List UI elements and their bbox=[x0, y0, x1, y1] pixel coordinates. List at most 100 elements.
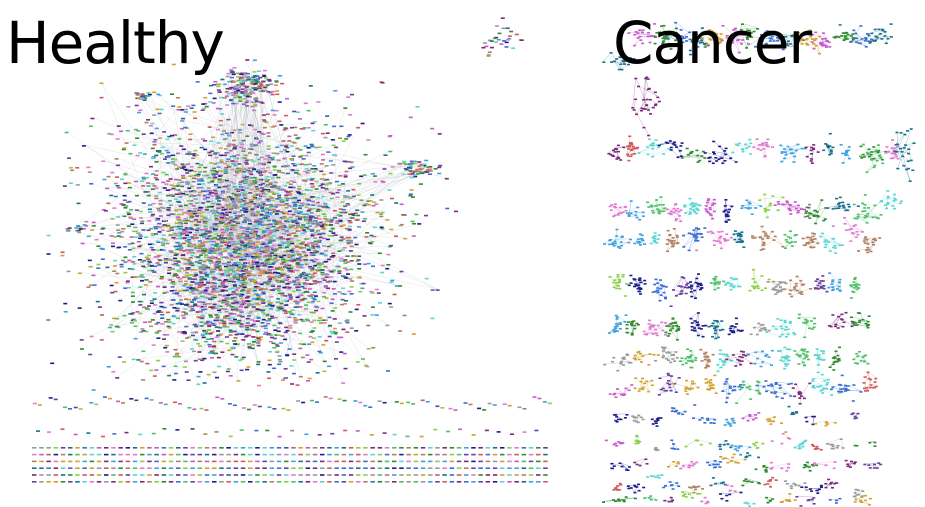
network-node bbox=[368, 406, 373, 408]
network-node bbox=[234, 333, 239, 336]
network-node bbox=[141, 379, 146, 381]
network-node bbox=[330, 432, 335, 435]
network-node bbox=[216, 330, 220, 332]
network-node bbox=[245, 328, 250, 331]
network-node bbox=[304, 226, 309, 229]
network-node bbox=[195, 289, 200, 291]
network-edge bbox=[246, 163, 423, 183]
network-node bbox=[267, 377, 272, 380]
network-edge bbox=[252, 167, 434, 232]
network-node bbox=[342, 352, 347, 355]
network-node bbox=[295, 306, 300, 308]
network-node bbox=[298, 343, 303, 345]
network-node bbox=[323, 217, 328, 220]
network-node bbox=[254, 339, 259, 341]
network-node bbox=[210, 205, 215, 208]
network-node bbox=[248, 300, 253, 302]
network-node bbox=[227, 403, 232, 405]
network-node bbox=[280, 228, 285, 230]
network-node bbox=[270, 284, 275, 286]
network-node bbox=[123, 172, 128, 175]
network-node bbox=[181, 232, 186, 235]
network-node bbox=[147, 260, 152, 263]
network-node bbox=[267, 80, 272, 82]
network-node bbox=[295, 190, 300, 193]
network-node bbox=[134, 194, 139, 197]
network-node bbox=[198, 310, 203, 313]
network-node bbox=[127, 243, 132, 245]
network-node bbox=[189, 169, 194, 172]
network-node bbox=[213, 192, 218, 195]
network-node bbox=[310, 399, 314, 402]
network-edge bbox=[229, 86, 269, 273]
network-node bbox=[272, 210, 277, 213]
network-node bbox=[166, 214, 171, 217]
network-node bbox=[245, 187, 250, 189]
network-node bbox=[122, 361, 127, 363]
network-node bbox=[198, 316, 203, 319]
network-node bbox=[238, 239, 243, 242]
network-node bbox=[299, 202, 304, 205]
network-node bbox=[210, 298, 215, 301]
network-node bbox=[340, 303, 344, 306]
network-node bbox=[195, 231, 199, 234]
network-node bbox=[190, 249, 195, 251]
network-node bbox=[172, 185, 177, 188]
network-node bbox=[123, 271, 128, 274]
network-node bbox=[414, 213, 419, 216]
network-node bbox=[270, 199, 275, 202]
network-node bbox=[157, 222, 162, 225]
network-node bbox=[266, 300, 271, 302]
network-node bbox=[233, 157, 238, 160]
network-node bbox=[285, 192, 290, 195]
network-node bbox=[309, 197, 314, 199]
network-node bbox=[376, 292, 381, 294]
network-node bbox=[321, 159, 325, 161]
network-node bbox=[82, 447, 87, 449]
network-node bbox=[255, 298, 260, 301]
network-node bbox=[316, 246, 321, 249]
network-node bbox=[274, 80, 279, 82]
network-node bbox=[46, 253, 51, 255]
network-node bbox=[312, 447, 318, 449]
network-node bbox=[151, 202, 156, 205]
network-node bbox=[308, 225, 312, 227]
network-node bbox=[312, 249, 317, 252]
network-node bbox=[194, 325, 199, 328]
network-node bbox=[330, 227, 335, 230]
network-node bbox=[177, 218, 182, 221]
network-node bbox=[292, 353, 297, 355]
network-node bbox=[251, 183, 256, 185]
network-node bbox=[296, 254, 301, 256]
network-node bbox=[187, 407, 192, 409]
network-node bbox=[283, 149, 288, 151]
network-node bbox=[294, 283, 299, 285]
network-node bbox=[233, 262, 238, 264]
network-node bbox=[279, 211, 284, 213]
network-node bbox=[208, 259, 213, 262]
network-node bbox=[141, 133, 146, 135]
network-node bbox=[65, 228, 70, 230]
network-node bbox=[279, 307, 284, 310]
network-node bbox=[245, 105, 250, 107]
network-node bbox=[169, 194, 174, 196]
network-node bbox=[287, 253, 292, 256]
network-node bbox=[260, 224, 265, 227]
network-node bbox=[193, 303, 197, 305]
network-node bbox=[409, 170, 414, 173]
network-node bbox=[191, 237, 196, 240]
network-node bbox=[86, 286, 91, 288]
network-node bbox=[133, 236, 138, 238]
network-edge bbox=[236, 79, 284, 189]
network-edge bbox=[135, 97, 239, 277]
network-node bbox=[184, 325, 189, 328]
network-node bbox=[127, 200, 132, 203]
network-node bbox=[314, 188, 319, 190]
network-node bbox=[210, 357, 214, 359]
network-node bbox=[365, 365, 370, 368]
network-node bbox=[210, 291, 215, 293]
network-node bbox=[141, 202, 146, 204]
network-node bbox=[350, 280, 355, 282]
network-node bbox=[471, 434, 476, 436]
network-edge bbox=[229, 71, 316, 284]
